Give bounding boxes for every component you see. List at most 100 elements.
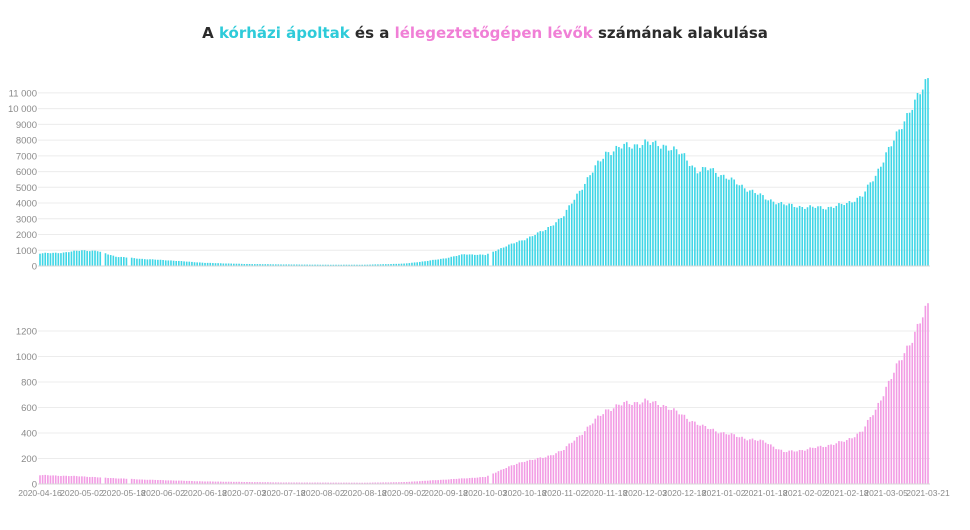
hosp-bar [547, 227, 549, 266]
vent-bar [895, 363, 898, 484]
vent-bar [151, 479, 154, 484]
vent-x-tick-label: 2020-09-18 [424, 488, 468, 498]
vent-bar [364, 482, 366, 484]
vent-bar [382, 482, 384, 484]
vent-bar [123, 478, 125, 484]
vent-bar [217, 481, 219, 484]
vent-bar [890, 379, 893, 484]
hosp-bar [403, 263, 405, 266]
vent-bar [188, 480, 191, 484]
vent-bar [201, 481, 204, 484]
hosp-bar [607, 152, 610, 266]
vent-x-tick-label: 2020-09-02 [382, 488, 426, 498]
hosp-bar [898, 129, 900, 266]
vent-x-tick-label: 2020-11-02 [542, 488, 585, 498]
vent-bar [146, 479, 149, 484]
hosp-bar [329, 264, 332, 266]
hosp-bar [411, 262, 413, 266]
vent-bar [130, 478, 133, 484]
hosp-bar [88, 251, 91, 266]
hosp-bar [264, 264, 267, 266]
title-part-3: és a [349, 24, 395, 42]
vent-bar [552, 455, 555, 484]
hosp-bar [487, 253, 489, 266]
vent-bar [267, 482, 269, 484]
vent-bar [259, 482, 261, 484]
hosp-bar [573, 199, 576, 266]
vent-bar [555, 453, 557, 484]
hosp-bar [429, 260, 432, 266]
hosp-bar [916, 92, 919, 267]
vent-bar [455, 478, 458, 484]
hosp-bar [783, 204, 785, 266]
hosp-bar [906, 113, 908, 266]
hosp-bar [387, 264, 390, 266]
hosp-bar [861, 196, 864, 266]
hosp-bar [225, 263, 227, 266]
hosp-bar [549, 226, 552, 266]
vent-bar [772, 446, 775, 484]
vent-bar [759, 439, 762, 484]
vent-bar [450, 479, 453, 484]
hosp-bar [274, 264, 277, 266]
vent-bar [861, 431, 864, 484]
hosp-bar [814, 207, 817, 266]
vent-bar [314, 482, 316, 484]
vent-bar [848, 438, 851, 484]
vent-bar [353, 482, 356, 484]
hosp-bar [725, 178, 728, 266]
hosp-bar [686, 160, 688, 266]
vent-bar [513, 465, 515, 484]
vent-bar [348, 482, 350, 484]
hosp-bar [269, 264, 272, 266]
hosp-bar [382, 264, 384, 266]
hosp-bar [633, 144, 636, 266]
hosp-bar [612, 151, 615, 266]
vent-bar [198, 481, 201, 484]
hosp-bar [644, 139, 646, 266]
vent-bar [172, 480, 175, 484]
vent-bar [633, 402, 636, 484]
vent-bar [526, 460, 529, 484]
vent-bar [743, 438, 746, 484]
vent-bar [384, 482, 387, 484]
vent-bar [798, 449, 801, 484]
vent-bar [853, 437, 856, 484]
hosp-bar [581, 189, 584, 266]
vent-bar [164, 480, 167, 484]
vent-bar [49, 475, 52, 484]
vent-bar [60, 475, 62, 484]
hosp-bar [369, 264, 371, 266]
hosp-bar [903, 121, 906, 266]
vent-bar [453, 478, 455, 484]
vent-bar [898, 360, 900, 484]
hosp-bar [649, 144, 652, 266]
vent-bar [908, 345, 911, 484]
hosp-bar [770, 199, 772, 266]
hosp-bar [720, 175, 722, 266]
vent-x-tick-label: 2021-03-05 [864, 488, 908, 498]
hosp-bar [133, 258, 136, 266]
vent-bar [683, 414, 686, 484]
hosp-bar [680, 153, 683, 266]
hosp-bar [125, 257, 128, 266]
vent-bar [749, 439, 751, 484]
vent-bar [88, 477, 91, 484]
vent-bar [329, 482, 332, 484]
vent-x-tick-label: 2020-10-03 [464, 488, 508, 498]
title-part-5: számának alakulása [592, 24, 768, 42]
hosp-bar [445, 258, 447, 266]
vent-bar [770, 444, 772, 484]
hosp-bar [654, 140, 657, 266]
vent-bar [306, 482, 308, 484]
vent-bar [649, 403, 652, 484]
hosp-y-tick-label: 0 [32, 262, 37, 273]
vent-x-tick-label: 2020-12-18 [663, 488, 707, 498]
vent-bar [183, 480, 185, 484]
vent-bar [138, 479, 141, 484]
vent-bar [785, 452, 788, 484]
vent-bar [505, 468, 508, 484]
vent-bar [565, 446, 568, 484]
vent-bar [185, 480, 188, 484]
hosp-bar [568, 205, 570, 266]
